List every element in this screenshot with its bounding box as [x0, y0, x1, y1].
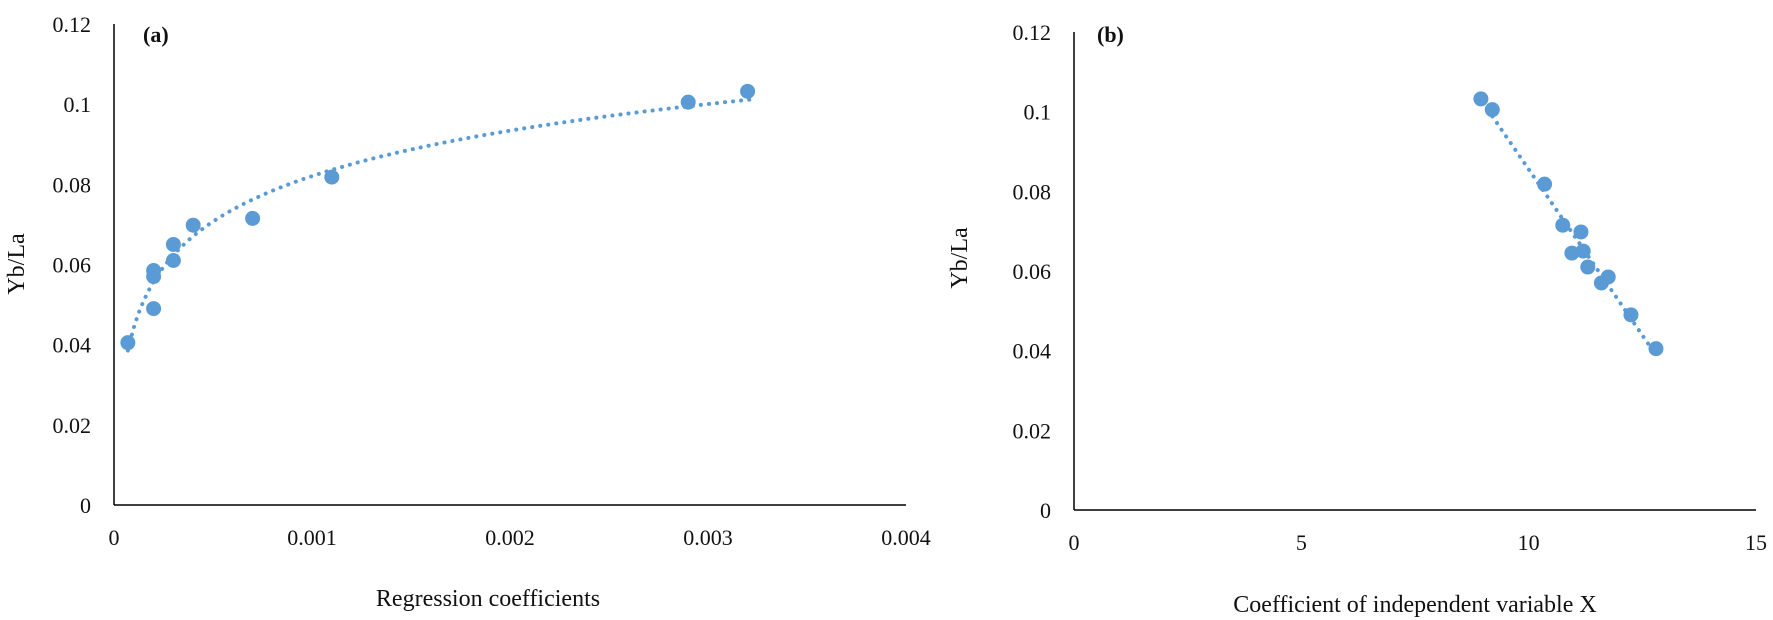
data-points — [1473, 91, 1664, 357]
data-point — [185, 217, 201, 233]
y-tick-label: 0.12 — [53, 12, 92, 37]
x-tick-label: 10 — [1518, 530, 1540, 555]
data-point — [1623, 307, 1639, 323]
panel-a: (a) Regression coefficients Yb/La 0 0.001… — [4, 12, 931, 612]
y-axis-title: Yb/La — [4, 233, 30, 295]
y-tick-label: 0.04 — [1013, 339, 1052, 364]
data-point — [740, 83, 756, 99]
x-tick-label: 15 — [1745, 530, 1767, 555]
panel-label: (a) — [143, 22, 169, 47]
data-point — [146, 269, 162, 285]
data-point — [680, 94, 696, 110]
y-tick-label: 0.1 — [1024, 100, 1052, 125]
data-point — [120, 335, 136, 351]
y-tick-label: 0 — [80, 493, 91, 518]
tick-labels: 0 5 10 15 0 0.02 0.04 0.06 0.08 0.1 0.12 — [1013, 20, 1768, 555]
data-point — [1555, 217, 1571, 233]
data-point — [245, 210, 261, 226]
y-axis-title: Yb/La — [947, 227, 973, 289]
x-tick-label: 0.002 — [485, 525, 535, 550]
y-tick-label: 0.12 — [1013, 20, 1052, 45]
x-tick-label: 5 — [1296, 530, 1307, 555]
y-tick-label: 0.08 — [1013, 179, 1052, 204]
data-point — [146, 301, 162, 317]
y-tick-label: 0.1 — [64, 92, 92, 117]
y-tick-label: 0.06 — [53, 253, 92, 278]
y-tick-label: 0.08 — [53, 172, 92, 197]
y-tick-label: 0.02 — [1013, 418, 1052, 443]
data-point — [1580, 259, 1596, 275]
data-point — [1600, 269, 1616, 285]
data-point — [165, 236, 181, 252]
data-point — [1648, 341, 1664, 357]
x-axis-title: Regression coefficients — [376, 586, 600, 612]
panel-label: (b) — [1097, 22, 1124, 47]
data-point — [1473, 91, 1489, 107]
x-tick-label: 0.004 — [881, 525, 931, 550]
y-tick-label: 0.04 — [53, 333, 92, 358]
y-tick-label: 0 — [1040, 498, 1051, 523]
x-tick-label: 0.001 — [287, 525, 337, 550]
data-points — [120, 83, 756, 351]
trendline — [1481, 101, 1658, 358]
x-tick-label: 0.003 — [683, 525, 733, 550]
x-axis-title: Coefficient of independent variable X — [1233, 592, 1596, 618]
data-point — [1575, 243, 1591, 259]
data-point — [1564, 245, 1580, 261]
data-point — [324, 169, 340, 185]
y-tick-label: 0.02 — [53, 413, 92, 438]
y-tick-label: 0.06 — [1013, 259, 1052, 284]
data-point — [1537, 176, 1553, 192]
tick-labels: 0 0.001 0.002 0.003 0.004 0 0.02 0.04 0.06 0.08 0.… — [53, 12, 931, 550]
x-tick-label: 0 — [109, 525, 120, 550]
data-point — [165, 252, 181, 268]
panel-b: (b) Coefficient of independent variable … — [947, 20, 1767, 618]
trendline — [125, 97, 754, 353]
x-tick-label: 0 — [1069, 530, 1080, 555]
data-point — [1484, 102, 1500, 118]
data-point — [1573, 224, 1589, 240]
